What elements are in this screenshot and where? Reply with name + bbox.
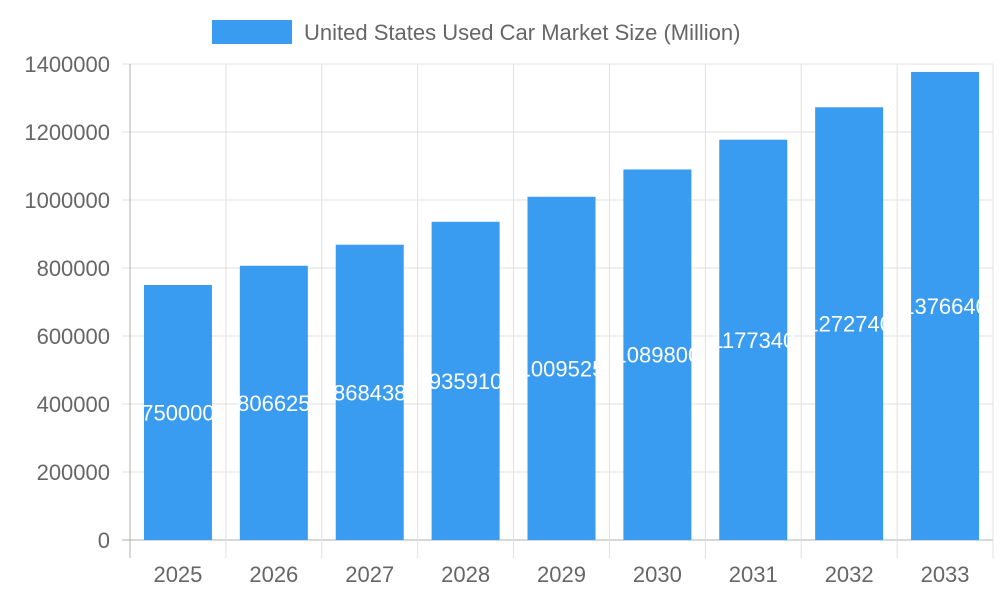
bars: [143, 71, 980, 541]
data-label: 1009525: [519, 356, 605, 381]
data-label: 806625: [237, 391, 310, 416]
bar-2029: [527, 196, 596, 540]
bar-2032: [815, 107, 884, 540]
x-tick-label: 2031: [729, 562, 778, 587]
y-tick-label: 0: [98, 528, 110, 553]
bar-2025: [143, 285, 212, 540]
x-tick-label: 2030: [633, 562, 682, 587]
data-label: 1177340: [711, 328, 795, 353]
data-label: 750000: [141, 401, 214, 426]
legend-swatch: [212, 20, 292, 44]
bar-2026: [239, 265, 308, 540]
y-tick-label: 200000: [37, 460, 110, 485]
bar-2027: [335, 244, 404, 540]
data-label: 868438: [333, 380, 406, 405]
y-tick-label: 1000000: [24, 188, 110, 213]
y-tick-label: 800000: [37, 256, 110, 281]
x-tick-label: 2032: [825, 562, 874, 587]
x-axis-ticks: 2025 2026 2027 2028 2029 2030 2031 2032 2033: [153, 562, 969, 587]
legend[interactable]: United States Used Car Market Size (Mill…: [212, 20, 740, 45]
legend-label: United States Used Car Market Size (Mill…: [304, 20, 740, 45]
data-label: 1089800: [615, 343, 701, 368]
x-tick-label: 2029: [537, 562, 586, 587]
y-axis-ticks: 0 200000 400000 600000 800000 1000000 1200000 1…: [24, 52, 110, 553]
bar-2030: [623, 169, 692, 540]
x-tick-label: 2033: [921, 562, 970, 587]
data-label: 1376640: [902, 294, 988, 319]
data-label: 1272740: [806, 312, 892, 337]
x-tick-label: 2027: [345, 562, 394, 587]
x-tick-label: 2025: [153, 562, 202, 587]
bar-2031: [719, 139, 788, 540]
bar-2028: [431, 221, 500, 541]
y-tick-label: 400000: [37, 392, 110, 417]
data-labels: 750000 806625 868438 935910 1009525 1089800 11…: [141, 294, 988, 426]
x-tick-label: 2026: [249, 562, 298, 587]
data-label: 935910: [429, 369, 502, 394]
y-tick-label: 1400000: [24, 52, 110, 77]
bar-2033: [911, 71, 980, 541]
y-tick-label: 600000: [37, 324, 110, 349]
y-tick-label: 1200000: [24, 120, 110, 145]
x-tick-label: 2028: [441, 562, 490, 587]
